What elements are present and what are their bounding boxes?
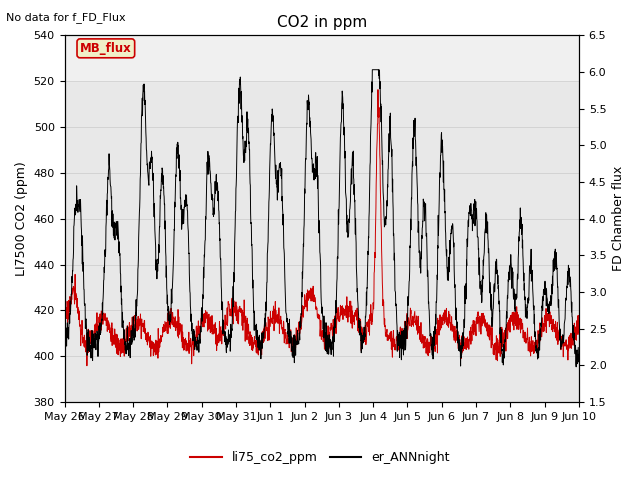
Y-axis label: LI7500 CO2 (ppm): LI7500 CO2 (ppm)	[15, 161, 28, 276]
Title: CO2 in ppm: CO2 in ppm	[276, 15, 367, 30]
Bar	[65, 36, 579, 81]
Text: MB_flux: MB_flux	[80, 42, 132, 55]
Legend: li75_co2_ppm, er_ANNnight: li75_co2_ppm, er_ANNnight	[186, 446, 454, 469]
Y-axis label: FD Chamber flux: FD Chamber flux	[612, 166, 625, 271]
Text: No data for f_FD_Flux: No data for f_FD_Flux	[6, 12, 126, 23]
